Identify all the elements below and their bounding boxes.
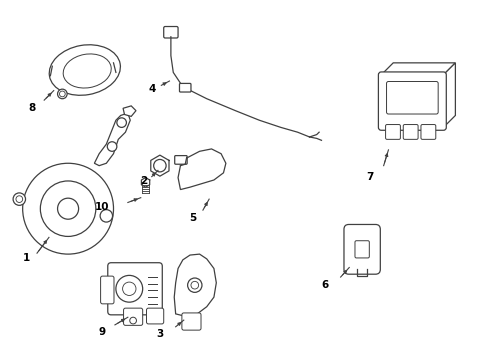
Text: 5: 5	[189, 213, 196, 223]
Circle shape	[100, 210, 113, 222]
FancyBboxPatch shape	[108, 263, 162, 315]
FancyBboxPatch shape	[100, 276, 114, 304]
FancyBboxPatch shape	[175, 156, 187, 164]
FancyBboxPatch shape	[179, 84, 191, 92]
Circle shape	[154, 159, 166, 172]
Ellipse shape	[63, 54, 111, 88]
Polygon shape	[174, 254, 216, 316]
Circle shape	[116, 275, 143, 302]
Text: 2: 2	[140, 176, 147, 186]
Circle shape	[130, 317, 136, 324]
Polygon shape	[381, 63, 455, 75]
Text: 3: 3	[156, 329, 164, 339]
Circle shape	[23, 163, 114, 254]
Circle shape	[57, 89, 67, 99]
Text: 7: 7	[367, 172, 374, 182]
Circle shape	[59, 91, 65, 97]
FancyBboxPatch shape	[378, 72, 446, 130]
Text: 6: 6	[322, 280, 329, 290]
FancyBboxPatch shape	[386, 125, 400, 139]
FancyBboxPatch shape	[182, 313, 201, 330]
Text: 8: 8	[28, 103, 36, 113]
FancyBboxPatch shape	[147, 308, 164, 324]
Polygon shape	[95, 113, 130, 166]
Circle shape	[191, 282, 198, 289]
Circle shape	[117, 118, 126, 127]
Circle shape	[122, 282, 136, 296]
FancyBboxPatch shape	[403, 125, 418, 139]
Circle shape	[107, 142, 117, 151]
FancyBboxPatch shape	[123, 308, 143, 325]
Circle shape	[16, 196, 23, 202]
Polygon shape	[178, 149, 226, 190]
Ellipse shape	[49, 45, 121, 95]
Polygon shape	[123, 106, 136, 116]
Text: 1: 1	[23, 253, 29, 263]
Circle shape	[188, 278, 202, 292]
FancyBboxPatch shape	[344, 225, 380, 274]
Text: 4: 4	[148, 84, 155, 94]
FancyBboxPatch shape	[421, 125, 436, 139]
Circle shape	[57, 198, 78, 219]
Text: 9: 9	[99, 327, 106, 337]
FancyBboxPatch shape	[355, 241, 369, 258]
Circle shape	[13, 193, 25, 205]
Polygon shape	[443, 63, 455, 127]
Text: 10: 10	[95, 202, 110, 212]
FancyBboxPatch shape	[164, 27, 178, 38]
FancyBboxPatch shape	[387, 81, 438, 114]
Circle shape	[40, 181, 96, 237]
